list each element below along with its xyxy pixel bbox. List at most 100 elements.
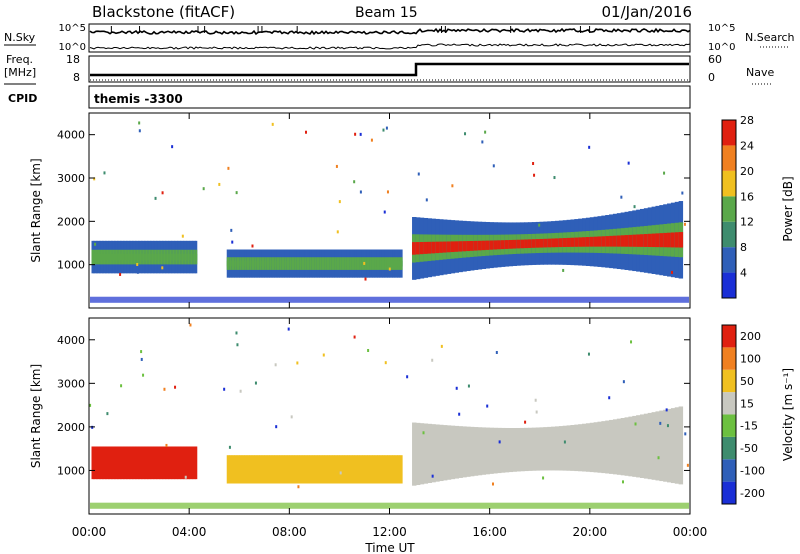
velocity-echo-cell xyxy=(129,446,132,480)
power-scatter-point xyxy=(138,129,141,133)
power-echo-cell xyxy=(376,260,381,267)
cpid-label: CPID xyxy=(8,92,37,105)
power-echo-cell xyxy=(643,234,649,247)
freq-tick-top: 18 xyxy=(66,53,80,66)
velocity-echo-cell xyxy=(364,455,368,484)
velocity-echo-cell xyxy=(156,446,159,480)
power-echo-cell xyxy=(162,253,165,261)
power-echo-cell xyxy=(106,253,109,261)
velocity-echo-cell xyxy=(547,426,552,471)
velocity-echo-cell xyxy=(324,455,328,484)
velocity-colorbar-swatch xyxy=(722,459,736,482)
velocity-echo-cell xyxy=(412,422,417,486)
power-echo-cell xyxy=(142,253,145,261)
power-echo-cell xyxy=(481,240,487,251)
power-echo-cell xyxy=(109,253,112,261)
velocity-echo-cell xyxy=(427,423,432,484)
power-scatter-point xyxy=(227,166,230,170)
power-echo-cell xyxy=(99,253,102,261)
velocity-echo-cell xyxy=(246,455,250,484)
velocity-echo-cell xyxy=(485,427,490,475)
velocity-echo-cell xyxy=(296,455,300,484)
velocity-echo-cell xyxy=(369,455,373,484)
velocity-scatter-point xyxy=(355,469,358,473)
velocity-echo-cell xyxy=(97,446,100,480)
velocity-echo-cell xyxy=(193,446,196,480)
power-echo-cell xyxy=(195,253,198,261)
velocity-scatter-point xyxy=(297,485,300,489)
power-echo-cell xyxy=(366,260,371,267)
velocity-scatter-point xyxy=(684,432,687,436)
power-scatter-point xyxy=(336,230,339,234)
velocity-echo-cell xyxy=(269,455,273,484)
beam-title: Beam 15 xyxy=(355,5,418,21)
velocity-echo-cell xyxy=(249,455,253,484)
power-echo-cell xyxy=(384,260,388,267)
velocity-echo-cell xyxy=(397,455,401,484)
power-echo-cell xyxy=(379,260,383,267)
power-echo-cell xyxy=(551,238,556,248)
velocity-echo-cell xyxy=(674,407,680,484)
velocity-scatter-point xyxy=(235,331,238,335)
power-scatter-point xyxy=(553,176,556,180)
power-echo-cell xyxy=(450,241,456,253)
velocity-scatter-point xyxy=(608,396,611,400)
velocity-scatter-point xyxy=(287,327,290,331)
power-echo-cell xyxy=(612,235,618,247)
x-tick-label: 00:00 xyxy=(72,525,107,539)
power-echo-cell xyxy=(349,260,353,267)
power-echo-cell xyxy=(628,234,633,247)
velocity-echo-cell xyxy=(450,425,456,480)
velocity-echo-cell xyxy=(356,455,361,484)
power-echo-cell xyxy=(512,239,517,249)
velocity-echo-cell xyxy=(311,455,315,484)
power-echo-cell xyxy=(97,253,100,261)
power-echo-cell xyxy=(392,260,396,267)
power-echo-cell xyxy=(249,260,253,267)
power-colorbar-swatch xyxy=(722,120,736,146)
velocity-echo-cell xyxy=(180,446,183,480)
power-echo-cell xyxy=(153,253,156,261)
power-echo-cell xyxy=(269,260,273,267)
velocity-colorbar-swatch xyxy=(722,481,736,504)
velocity-ytick-label: 4000 xyxy=(57,334,85,347)
velocity-echo-cell xyxy=(144,446,147,480)
velocity-echo-cell xyxy=(163,446,166,480)
power-scatter-point xyxy=(562,268,565,272)
power-echo-cell xyxy=(415,242,421,255)
power-echo-cell xyxy=(562,238,568,247)
power-echo-cell xyxy=(346,260,351,267)
power-echo-cell xyxy=(647,233,653,247)
velocity-echo-cell xyxy=(159,446,162,480)
velocity-echo-cell xyxy=(469,426,475,477)
power-echo-cell xyxy=(172,253,175,261)
power-echo-cell xyxy=(469,240,475,251)
power-echo-cell xyxy=(489,240,494,250)
power-echo-cell xyxy=(667,232,672,248)
velocity-echo-cell xyxy=(111,446,114,480)
power-echo-cell xyxy=(493,240,498,250)
velocity-echo-cell xyxy=(183,446,186,480)
velocity-echo-cell xyxy=(339,455,343,484)
power-echo-cell xyxy=(112,253,115,261)
velocity-scatter-point xyxy=(686,463,689,467)
power-echo-cell xyxy=(130,253,133,261)
velocity-echo-cell xyxy=(543,427,548,471)
velocity-scatter-point xyxy=(367,348,370,352)
velocity-ylabel: Slant Range [km] xyxy=(29,364,43,468)
velocity-scatter-point xyxy=(339,471,342,475)
velocity-echo-cell xyxy=(186,446,189,480)
power-echo-cell xyxy=(148,253,151,261)
power-echo-cell xyxy=(294,260,298,267)
velocity-echo-cell xyxy=(314,455,318,484)
velocity-echo-cell xyxy=(423,423,429,484)
velocity-echo-cell xyxy=(117,446,120,480)
velocity-echo-cell xyxy=(169,446,172,480)
power-colorbar: 4 8 12 16 20 24 28 Power [dB] xyxy=(721,114,795,299)
power-echo-cell xyxy=(184,253,187,261)
power-echo-cell xyxy=(527,239,533,248)
power-echo-cell xyxy=(169,253,172,261)
power-echo-cell xyxy=(458,241,463,252)
freq-panel xyxy=(88,55,691,83)
velocity-echo-cell xyxy=(121,446,124,480)
